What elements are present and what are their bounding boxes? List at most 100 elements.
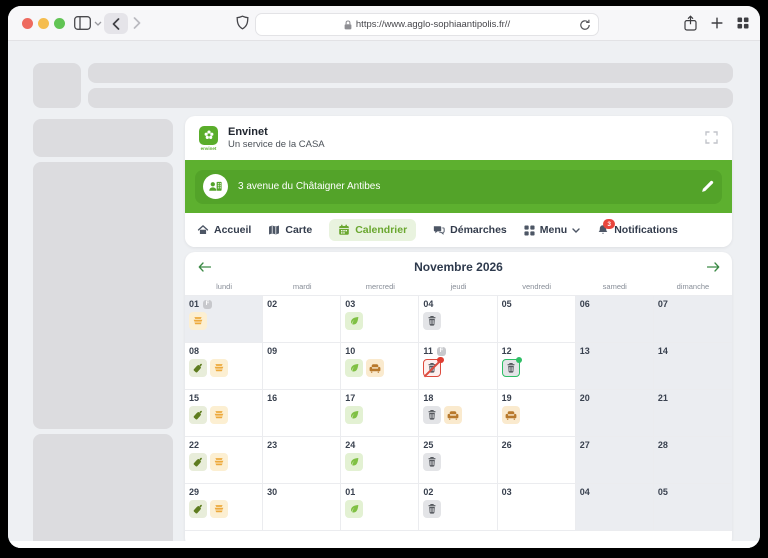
day-number: 06 xyxy=(579,299,590,309)
edit-address-icon[interactable] xyxy=(701,180,714,193)
nav-item-demarches[interactable]: Démarches xyxy=(433,224,507,236)
leaf-waste-icon[interactable] xyxy=(345,406,364,424)
calendar-day-cell[interactable]: 29 xyxy=(185,484,264,531)
expand-icon[interactable] xyxy=(705,131,718,149)
day-number: 20 xyxy=(579,393,590,403)
calendar-day-cell[interactable]: 20 xyxy=(575,390,654,437)
calendar-day-cell[interactable]: 02 xyxy=(419,484,498,531)
day-number: 25 xyxy=(423,440,434,450)
calendar-day-cell[interactable]: 28 xyxy=(653,437,732,484)
day-number: 09 xyxy=(267,346,278,356)
calendar-day-cell[interactable]: 05 xyxy=(497,296,576,343)
rescheduled-status-dot xyxy=(515,356,523,363)
calendar-day-cell[interactable]: 13 xyxy=(575,343,654,390)
leaf-waste-icon[interactable] xyxy=(345,453,364,471)
calendar-day-cell[interactable]: 05 xyxy=(653,484,732,531)
calendar-day-cell[interactable]: 11 F xyxy=(419,343,498,390)
skeleton-block xyxy=(33,162,173,429)
calendar-day-cell[interactable]: 04 xyxy=(419,296,498,343)
trash-waste-icon[interactable] xyxy=(423,406,442,424)
bulky-waste-icon[interactable] xyxy=(501,406,520,424)
calendar-day-cell[interactable]: 17 xyxy=(341,390,420,437)
weekday-label: lundi xyxy=(216,282,232,291)
calendar-day-cell[interactable]: 21 xyxy=(653,390,732,437)
calendar-day-cell[interactable]: 04 xyxy=(575,484,654,531)
next-month-button[interactable] xyxy=(706,261,720,274)
new-tab-icon[interactable] xyxy=(711,17,723,29)
back-button[interactable] xyxy=(104,13,128,34)
trash-waste-icon[interactable] xyxy=(423,500,442,518)
packaging-waste-icon[interactable] xyxy=(210,453,228,471)
calendar-icon xyxy=(338,224,350,236)
day-number: 29 xyxy=(189,487,200,497)
address-banner-inner[interactable]: 3 avenue du Châtaigner Antibes xyxy=(195,169,722,204)
leaf-waste-icon[interactable] xyxy=(345,500,364,518)
sidebar-chevron-down-icon[interactable] xyxy=(94,21,102,26)
map-icon xyxy=(268,224,280,236)
calendar-day-cell[interactable]: 06 xyxy=(575,296,654,343)
nav-item-notifications[interactable]: 3 Notifications xyxy=(597,219,678,236)
glass-waste-icon[interactable] xyxy=(189,406,207,424)
nav-item-calendrier[interactable]: Calendrier xyxy=(329,219,417,241)
packaging-waste-icon[interactable] xyxy=(210,359,228,377)
forward-button[interactable] xyxy=(133,17,141,29)
calendar-day-cell[interactable]: 15 xyxy=(185,390,264,437)
envinet-logo-icon xyxy=(199,125,218,145)
calendar-day-cell[interactable]: 12 xyxy=(497,343,576,390)
calendar-day-cell[interactable]: 10 xyxy=(341,343,420,390)
calendar-day-cell[interactable]: 09 xyxy=(263,343,342,390)
trash-rescheduled-waste-icon[interactable] xyxy=(501,356,523,377)
calendar-day-cell[interactable]: 25 xyxy=(419,437,498,484)
calendar-day-cell[interactable]: 01 F xyxy=(185,296,264,343)
calendar-day-cell[interactable]: 07 xyxy=(653,296,732,343)
address-bar[interactable]: https://www.agglo-sophiaantipolis.fr// xyxy=(255,13,599,36)
packaging-waste-icon[interactable] xyxy=(210,500,228,518)
packaging-waste-icon[interactable] xyxy=(189,312,207,330)
calendar-day-cell[interactable]: 03 xyxy=(497,484,576,531)
trash-waste-icon[interactable] xyxy=(423,312,442,330)
close-window-button[interactable] xyxy=(22,18,33,29)
calendar-day-cell[interactable]: 02 xyxy=(263,296,342,343)
sidebar-icon[interactable] xyxy=(74,16,91,30)
bulky-waste-icon[interactable] xyxy=(366,359,385,377)
leaf-waste-icon[interactable] xyxy=(345,312,364,330)
calendar-day-cell[interactable]: 01 xyxy=(341,484,420,531)
zoom-window-button[interactable] xyxy=(54,18,65,29)
calendar-day-cell[interactable]: 24 xyxy=(341,437,420,484)
calendar-day-cell[interactable]: 19 xyxy=(497,390,576,437)
reload-icon[interactable] xyxy=(579,18,591,36)
calendar-day-cell[interactable]: 16 xyxy=(263,390,342,437)
share-icon[interactable] xyxy=(684,15,697,31)
address-text: 3 avenue du Châtaigner Antibes xyxy=(238,181,381,192)
nav-item-carte[interactable]: Carte xyxy=(268,224,312,236)
calendar-day-cell[interactable]: 27 xyxy=(575,437,654,484)
bulky-waste-icon[interactable] xyxy=(444,406,463,424)
calendar-day-cell[interactable]: 14 xyxy=(653,343,732,390)
glass-waste-icon[interactable] xyxy=(189,500,207,518)
nav-item-accueil[interactable]: Accueil xyxy=(197,224,251,236)
calendar-day-cell[interactable]: 22 xyxy=(185,437,264,484)
nav-item-label: Démarches xyxy=(450,224,507,236)
trash-waste-icon[interactable] xyxy=(423,453,442,471)
day-number: 05 xyxy=(501,299,512,309)
skeleton-block xyxy=(88,63,733,83)
privacy-shield-icon[interactable] xyxy=(236,15,249,31)
minimize-window-button[interactable] xyxy=(38,18,49,29)
calendar-day-cell[interactable]: 30 xyxy=(263,484,342,531)
prev-month-button[interactable] xyxy=(197,261,211,274)
nav-item-label: Notifications xyxy=(614,224,678,236)
glass-waste-icon[interactable] xyxy=(189,453,207,471)
nav-item-menu[interactable]: Menu xyxy=(524,224,580,236)
trash-cancelled-waste-icon[interactable] xyxy=(423,356,444,377)
calendar-day-cell[interactable]: 08 xyxy=(185,343,264,390)
calendar-day-cell[interactable]: 18 xyxy=(419,390,498,437)
calendar-day-cell[interactable]: 03 xyxy=(341,296,420,343)
tab-overview-icon[interactable] xyxy=(737,17,749,29)
packaging-waste-icon[interactable] xyxy=(210,406,228,424)
leaf-waste-icon[interactable] xyxy=(345,359,364,377)
calendar-day-cell[interactable]: 26 xyxy=(497,437,576,484)
day-number: 10 xyxy=(345,346,356,356)
glass-waste-icon[interactable] xyxy=(189,359,207,377)
day-number: 15 xyxy=(189,393,200,403)
calendar-day-cell[interactable]: 23 xyxy=(263,437,342,484)
